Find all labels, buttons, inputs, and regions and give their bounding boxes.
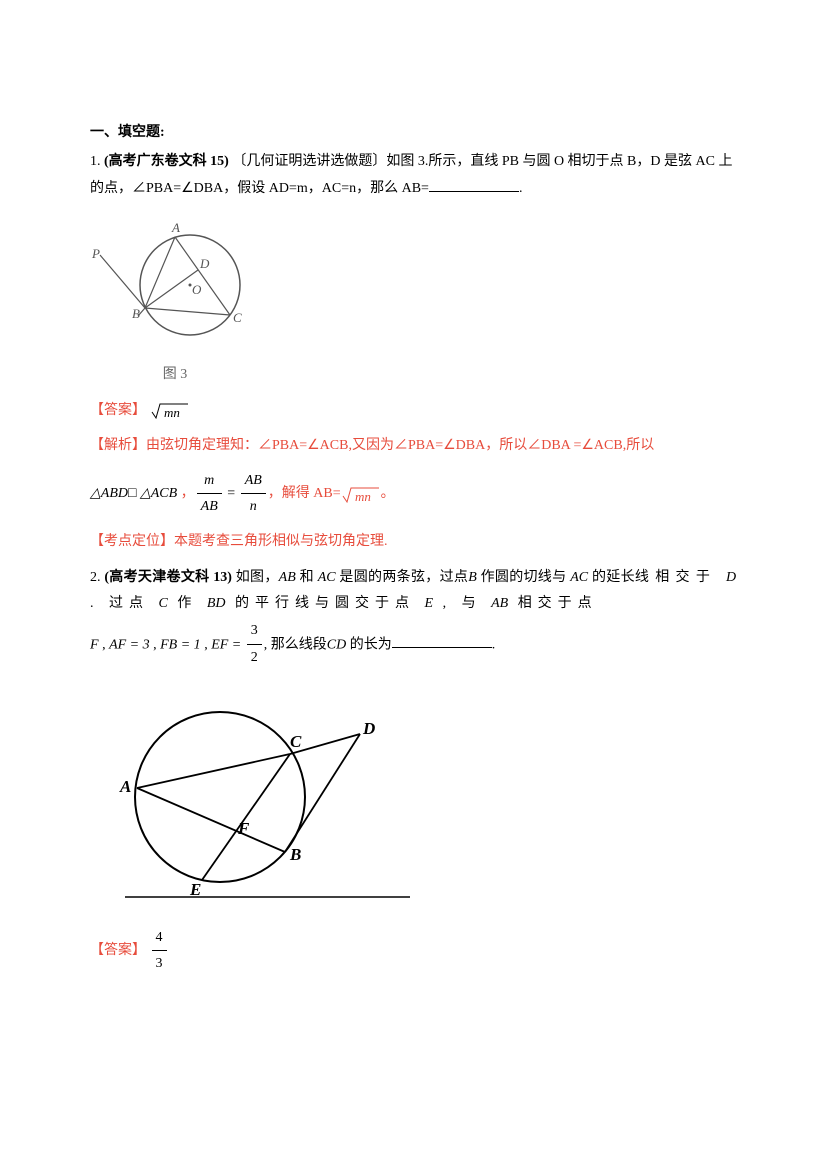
problem-2-text-line3: F , AF = 3 , FB = 1 , EF = 32, 那么线段CD 的长…	[90, 618, 736, 672]
p2-end2: 的长为	[346, 637, 392, 652]
p2-end: , 那么线段	[264, 637, 327, 652]
answer-fraction: 43	[152, 925, 167, 976]
section-header: 一、填空题:	[90, 120, 736, 145]
svg-text:E: E	[189, 880, 201, 899]
p2-c: C	[159, 596, 168, 611]
p2-cd: CD	[327, 637, 346, 652]
p2-l2m2: 作	[168, 596, 207, 611]
p2-bd: BD	[207, 596, 226, 611]
blank-suffix: .	[519, 181, 523, 196]
problem-2-answer: 【答案】 43	[90, 925, 736, 976]
p2-ac: AC	[318, 570, 336, 585]
p2-m3: 的延长	[588, 570, 635, 585]
answer-value: mn	[150, 403, 190, 418]
svg-text:D: D	[362, 719, 375, 738]
problem-1-answer: 【答案】 mn	[90, 398, 736, 423]
svg-text:mn: mn	[164, 405, 180, 420]
svg-text:F: F	[237, 819, 250, 838]
problem-1-analysis-2: △ABD□ △ACB ，mAB = ABn，解得 AB=mn。	[90, 468, 736, 519]
fraction-ef: 32	[247, 618, 262, 672]
svg-text:A: A	[119, 777, 131, 796]
problem-1-number: 1.	[90, 154, 101, 169]
geometry-diagram-1: P A B C D O	[90, 210, 260, 360]
p2-line2-prefix: 线相交于	[635, 570, 726, 585]
p2-e: E	[425, 596, 434, 611]
figure-1-label: 图 3	[90, 362, 260, 387]
p2-af: AF = 3	[109, 637, 150, 652]
p2-ef: EF =	[211, 637, 245, 652]
svg-text:P: P	[91, 246, 100, 261]
problem-2-number: 2.	[90, 570, 101, 585]
svg-text:O: O	[192, 282, 202, 297]
problem-1-analysis: 【解析】由弦切角定理知：∠PBA=∠ACB,又因为∠PBA=∠DBA，所以∠DB…	[90, 433, 736, 458]
problem-1-source: (高考广东卷文科 15)	[104, 154, 229, 169]
p2-fb: FB = 1	[160, 637, 201, 652]
geometry-diagram-2: A B C D E F	[90, 692, 410, 907]
p2-and: 和	[296, 570, 318, 585]
svg-text:C: C	[290, 732, 302, 751]
fraction-2: ABn	[241, 468, 266, 519]
p2-l2m3: 的平行线与圆交于点	[226, 596, 425, 611]
p2-l2m5: 相交于点	[508, 596, 598, 611]
analysis-label: 【解析】	[90, 438, 146, 453]
topic-label: 【考点定位】	[90, 534, 174, 549]
answer-label-2: 【答案】	[90, 943, 146, 958]
topic-text: 本题考查三角形相似与弦切角定理.	[174, 534, 388, 549]
answer-blank	[429, 178, 519, 192]
svg-text:D: D	[199, 256, 210, 271]
problem-2-text: 2. (高考天津卷文科 13) 如图，AB 和 AC 是圆的两条弦，过点B 作圆…	[90, 565, 736, 618]
p2-d: D	[726, 570, 736, 585]
analysis-text-1: 由弦切角定理知：∠PBA=∠ACB,又因为∠PBA=∠DBA，所以∠DBA =∠…	[146, 438, 654, 453]
p2-ab2: AB	[491, 596, 508, 611]
p2-l2m4: , 与	[433, 596, 491, 611]
blank-suffix-2: .	[492, 637, 496, 652]
fraction-1: mAB	[197, 468, 222, 519]
svg-text:C: C	[233, 310, 242, 325]
problem-2-figure: A B C D E F	[90, 692, 736, 907]
problem-1-topic: 【考点定位】本题考查三角形相似与弦切角定理.	[90, 529, 736, 554]
answer-blank-2	[392, 634, 492, 648]
p2-m2: 作圆的切线与	[477, 570, 570, 585]
p2-b: B	[468, 570, 477, 585]
analysis-text-2-mid: ，解得 AB=	[268, 486, 341, 501]
analysis-text-2-prefix: △ABD□ △ACB ，	[90, 486, 195, 501]
answer-label: 【答案】	[90, 403, 146, 418]
p2-t1: 如图，	[236, 570, 279, 585]
p2-f: F	[90, 637, 99, 652]
problem-2-source: (高考天津卷文科 13)	[104, 570, 232, 585]
problem-1-figure: P A B C D O 图 3	[90, 210, 736, 387]
p2-l2m1: . 过点	[90, 596, 159, 611]
problem-2: 2. (高考天津卷文科 13) 如图，AB 和 AC 是圆的两条弦，过点B 作圆…	[90, 565, 736, 977]
p2-ab: AB	[279, 570, 296, 585]
problem-1-text: 1. (高考广东卷文科 15) 〔几何证明选讲选做题〕如图 3.所示，直线 PB…	[90, 149, 736, 202]
problem-1: 1. (高考广东卷文科 15) 〔几何证明选讲选做题〕如图 3.所示，直线 PB…	[90, 149, 736, 554]
p2-ac2: AC	[570, 570, 588, 585]
svg-text:B: B	[132, 306, 140, 321]
svg-text:A: A	[171, 220, 180, 235]
analysis-end: 。	[381, 486, 395, 501]
p2-m1: 是圆的两条弦，过点	[336, 570, 469, 585]
svg-text:mn: mn	[355, 489, 371, 504]
svg-text:B: B	[289, 845, 301, 864]
